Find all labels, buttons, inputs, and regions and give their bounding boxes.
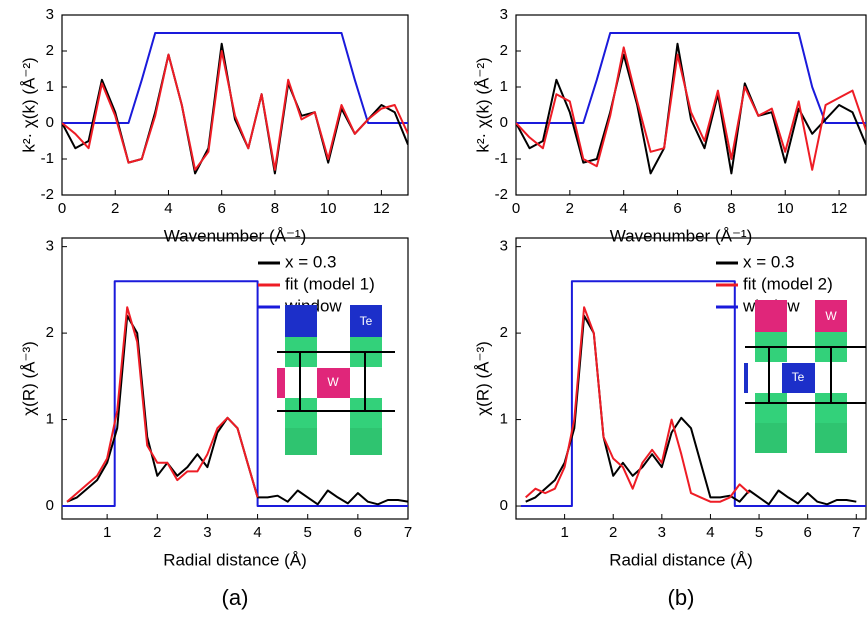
x-tick-label: 6 [673, 200, 681, 217]
series-line [525, 306, 750, 503]
x-tick-label: 2 [609, 524, 617, 541]
x-tick-label: 2 [566, 200, 574, 217]
legend-label: x = 0.3 [743, 252, 795, 271]
y-tick-label: 3 [500, 238, 508, 255]
inset-label: W [825, 309, 837, 323]
legend-label: fit (model 2) [743, 274, 833, 293]
legend-label: fit (model 1) [285, 274, 375, 293]
inset-label: W [327, 375, 339, 389]
x-tick-label: 7 [404, 524, 412, 541]
x-axis-label: Radial distance (Å) [609, 550, 753, 569]
series-line [516, 42, 866, 175]
y-tick-label: 0 [46, 497, 54, 514]
y-tick-label: 0 [46, 114, 54, 131]
x-axis-label: Wavenumber (Å⁻¹) [610, 226, 752, 245]
y-tick-label: 2 [46, 324, 54, 341]
y-tick-label: -1 [41, 150, 54, 167]
y-axis-label: k²· χ(k) (Å⁻²) [19, 57, 38, 152]
panel-caption: (a) [222, 585, 249, 610]
y-tick-label: -1 [495, 150, 508, 167]
x-tick-label: 0 [512, 200, 520, 217]
x-tick-label: 10 [320, 200, 337, 217]
x-tick-label: 4 [164, 200, 172, 217]
y-tick-label: 2 [46, 42, 54, 59]
series-line [62, 32, 408, 124]
y-tick-label: 1 [500, 411, 508, 428]
y-tick-label: 3 [500, 6, 508, 23]
inset-a [277, 305, 395, 455]
y-axis-label: χ(R) (Å⁻³) [19, 341, 38, 416]
x-tick-label: 5 [755, 524, 763, 541]
legend-label: x = 0.3 [285, 252, 337, 271]
x-tick-label: 4 [253, 524, 261, 541]
series-line [62, 280, 408, 507]
x-tick-label: 7 [852, 524, 860, 541]
inset-b [744, 300, 866, 453]
x-tick-label: 4 [706, 524, 714, 541]
x-tick-label: 6 [354, 524, 362, 541]
y-tick-label: 1 [46, 78, 54, 95]
y-tick-label: 2 [500, 324, 508, 341]
y-tick-label: 0 [500, 497, 508, 514]
x-tick-label: 8 [727, 200, 735, 217]
y-tick-label: 3 [46, 6, 54, 23]
y-tick-label: 1 [500, 78, 508, 95]
x-tick-label: 12 [373, 200, 390, 217]
x-tick-label: 1 [103, 524, 111, 541]
x-tick-label: 6 [803, 524, 811, 541]
x-axis-label: Wavenumber (Å⁻¹) [164, 226, 306, 245]
x-tick-label: 6 [218, 200, 226, 217]
x-tick-label: 3 [203, 524, 211, 541]
plot-frame [61, 14, 409, 196]
inset-label: Te [360, 314, 373, 328]
plot-frame [515, 237, 867, 520]
inset-label: Te [792, 370, 805, 384]
series-line [516, 46, 866, 171]
x-tick-label: 0 [58, 200, 66, 217]
x-tick-label: 3 [658, 524, 666, 541]
x-tick-label: 1 [560, 524, 568, 541]
x-tick-label: 10 [777, 200, 794, 217]
x-tick-label: 8 [271, 200, 279, 217]
y-tick-label: -2 [495, 186, 508, 203]
y-axis-label: χ(R) (Å⁻³) [473, 341, 492, 416]
series-line [62, 50, 408, 171]
x-tick-label: 5 [304, 524, 312, 541]
y-tick-label: 3 [46, 238, 54, 255]
series-line [520, 280, 866, 507]
y-axis-label: k²· χ(k) (Å⁻²) [473, 57, 492, 152]
x-tick-label: 12 [831, 200, 848, 217]
plot-frame [61, 237, 409, 520]
y-tick-label: -2 [41, 186, 54, 203]
x-tick-label: 4 [620, 200, 628, 217]
y-tick-label: 0 [500, 114, 508, 131]
series-line [66, 306, 259, 503]
x-tick-label: 2 [111, 200, 119, 217]
panel-caption: (b) [668, 585, 695, 610]
plot-frame [515, 14, 867, 196]
series-line [62, 42, 408, 175]
y-tick-label: 2 [500, 42, 508, 59]
y-tick-label: 1 [46, 411, 54, 428]
x-axis-label: Radial distance (Å) [163, 550, 307, 569]
x-tick-label: 2 [153, 524, 161, 541]
